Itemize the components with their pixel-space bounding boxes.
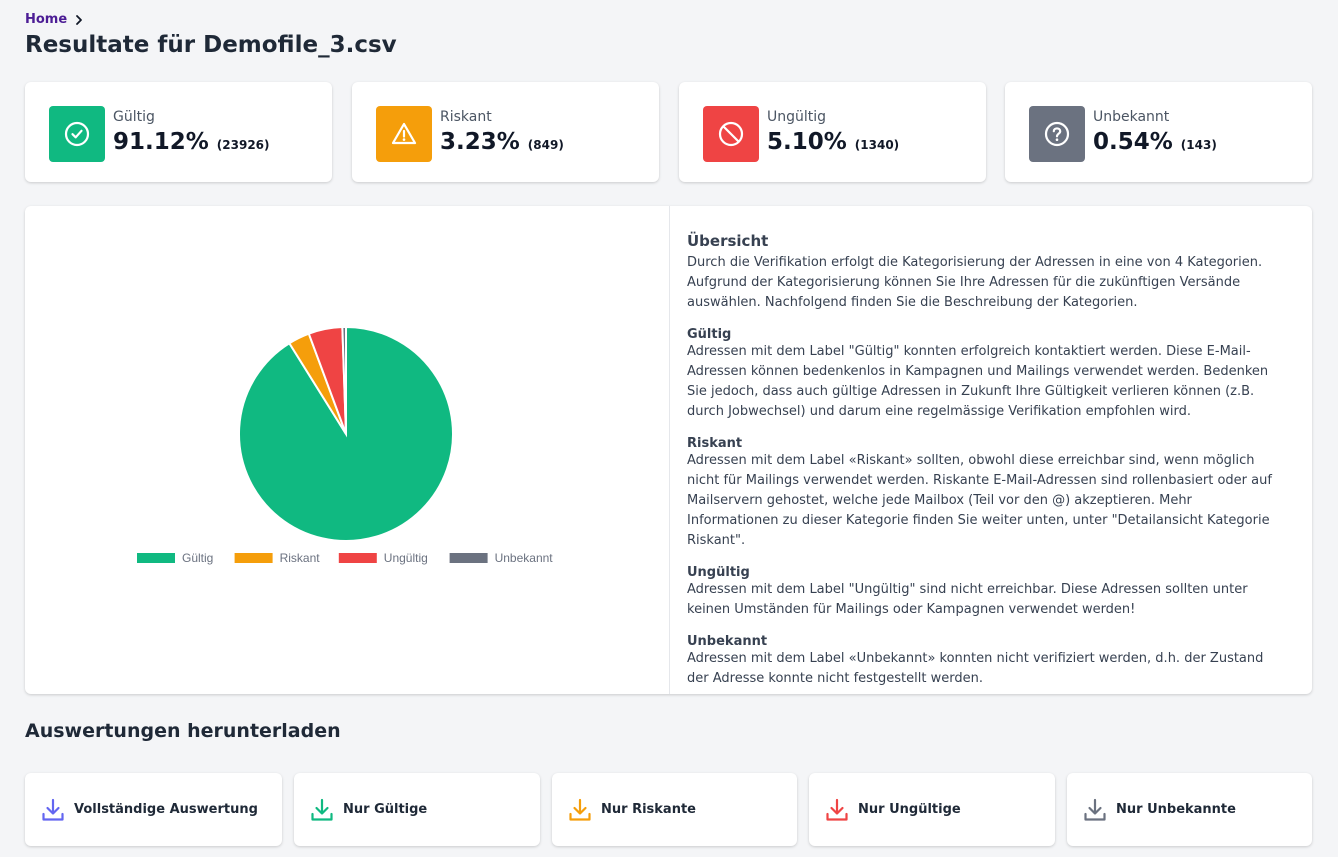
download-invalid-label: Nur Ungültige	[858, 802, 961, 817]
download-unknown-button[interactable]: Nur Unbekannte	[1067, 773, 1312, 846]
section-text-unknown: Adressen mit dem Label «Unbekannt» konnt…	[687, 651, 1264, 686]
overview-card: Gültig Riskant Ungültig Unbekannt Übersicht…	[25, 206, 1312, 694]
overview-text: Übersicht Durch die Verifikation erfolgt…	[687, 232, 1287, 689]
stat-tile-invalid	[703, 106, 759, 162]
download-risky-label: Nur Riskante	[601, 802, 696, 817]
section-text-invalid: Adressen mit dem Label "Ungültig" sind n…	[687, 582, 1248, 617]
section-heading-unknown: Unbekannt	[687, 634, 768, 649]
section-heading-invalid: Ungültig	[687, 565, 750, 580]
legend-swatch	[449, 553, 488, 563]
stat-label: Riskant	[440, 109, 492, 125]
stat-percent: 91.12%	[113, 129, 209, 155]
stat-count: (23926)	[216, 138, 270, 152]
section-heading-valid: Gültig	[687, 327, 732, 342]
download-icon	[826, 798, 848, 821]
stat-count: (143)	[1180, 138, 1217, 152]
download-valid-label: Nur Gültige	[343, 802, 428, 817]
overview-title: Übersicht	[687, 232, 769, 250]
download-icon	[569, 798, 591, 821]
question-circle-icon	[1044, 121, 1070, 147]
legend-label: Unbekannt	[495, 551, 554, 565]
legend-label: Ungültig	[384, 551, 428, 565]
legend-item-gültig[interactable]: Gültig	[137, 551, 213, 565]
section-heading-risky: Riskant	[687, 436, 743, 451]
stat-label: Ungültig	[767, 109, 827, 125]
overview-intro: Durch die Verifikation erfolgt die Kateg…	[687, 255, 1263, 310]
pie-chart: Gültig Riskant Ungültig Unbekannt	[137, 325, 554, 565]
legend-swatch	[338, 553, 377, 563]
section-text-valid: Adressen mit dem Label "Gültig" konnten …	[687, 344, 1269, 419]
stat-tile-unknown	[1029, 106, 1085, 162]
stat-card-invalid: Ungültig 5.10% (1340)	[679, 82, 986, 182]
breadcrumb-home-link[interactable]: Home	[25, 12, 68, 27]
check-circle-icon	[64, 121, 90, 147]
stat-card-risky: Riskant 3.23% (849)	[352, 82, 659, 182]
stat-label: Unbekannt	[1093, 109, 1170, 125]
stat-count: (849)	[527, 138, 564, 152]
legend-label: Gültig	[182, 551, 213, 565]
legend-swatch	[234, 553, 273, 563]
stat-percent: 5.10%	[767, 129, 847, 155]
breadcrumb: Home	[25, 12, 85, 27]
divider	[669, 206, 670, 694]
download-icon	[311, 798, 333, 821]
downloads-title: Auswertungen herunterladen	[25, 720, 341, 742]
download-icon	[42, 798, 64, 821]
pie-slice-unbekannt[interactable]	[341, 325, 347, 435]
legend-item-unbekannt[interactable]: Unbekannt	[449, 551, 554, 565]
chevron-right-icon	[76, 14, 83, 25]
stat-percent: 0.54%	[1093, 129, 1173, 155]
stat-card-unknown: Unbekannt 0.54% (143)	[1005, 82, 1312, 182]
legend-swatch	[137, 553, 175, 563]
legend-label: Riskant	[280, 551, 321, 565]
download-icon	[1084, 798, 1106, 821]
page-title: Resultate für Demofile_3.csv	[25, 32, 397, 58]
stat-tile-valid	[49, 106, 105, 162]
stat-percent: 3.23%	[440, 129, 520, 155]
download-valid-button[interactable]: Nur Gültige	[294, 773, 540, 846]
legend-item-ungültig[interactable]: Ungültig	[338, 551, 428, 565]
ban-icon	[718, 121, 744, 147]
stat-count: (1340)	[854, 138, 900, 152]
legend-item-riskant[interactable]: Riskant	[234, 551, 321, 565]
section-text-risky: Adressen mit dem Label «Riskant» sollten…	[687, 453, 1272, 548]
warning-triangle-icon	[391, 122, 417, 145]
download-unknown-label: Nur Unbekannte	[1116, 802, 1236, 817]
download-full-label: Vollständige Auswertung	[74, 802, 258, 817]
stat-card-valid: Gültig 91.12% (23926)	[25, 82, 332, 182]
stat-label: Gültig	[113, 109, 155, 125]
download-full-button[interactable]: Vollständige Auswertung	[25, 773, 282, 846]
download-invalid-button[interactable]: Nur Ungültige	[809, 773, 1055, 846]
stat-tile-risky	[376, 106, 432, 162]
download-risky-button[interactable]: Nur Riskante	[552, 773, 797, 846]
pie-chart-area: Gültig Riskant Ungültig Unbekannt	[25, 206, 669, 694]
